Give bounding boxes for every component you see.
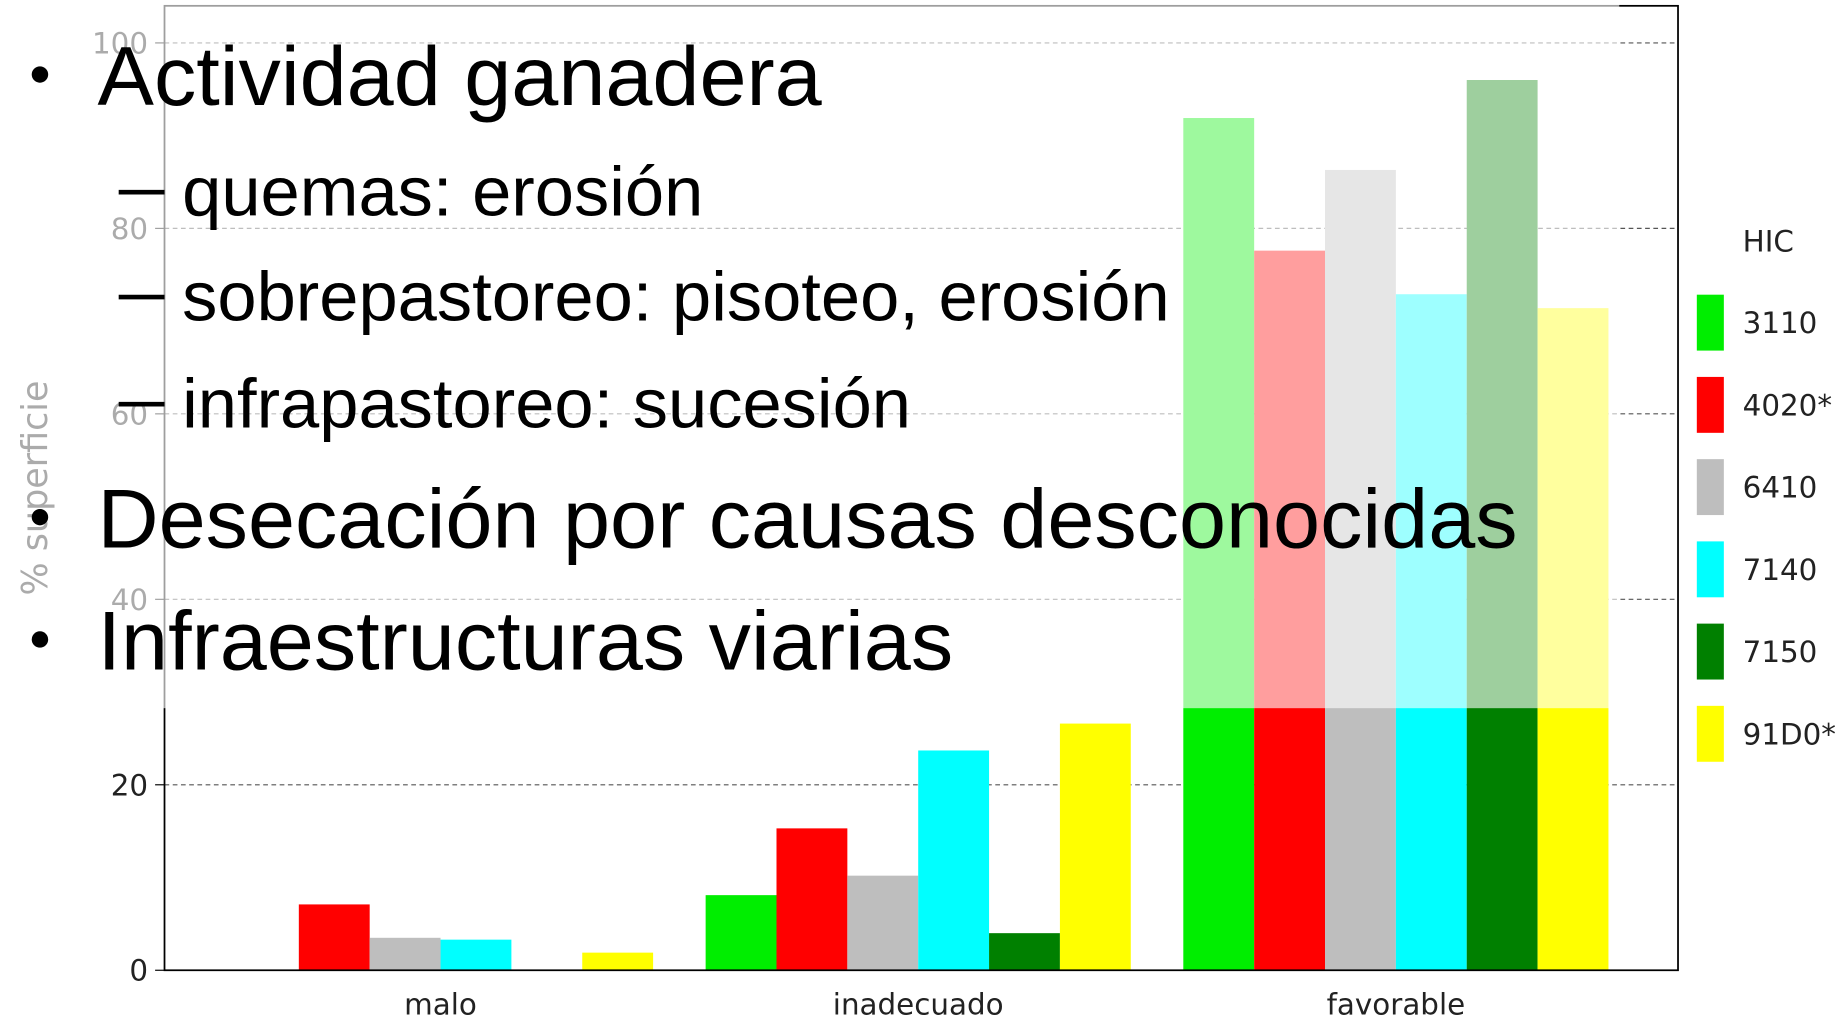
bar <box>776 828 848 971</box>
bullet-dot <box>31 66 49 83</box>
legend-label: 7150 <box>1743 635 1818 669</box>
bullet-list: Actividad ganadera quemas: erosión sobrepa… <box>31 29 1518 688</box>
bullet-text: Desecación por causas desconocidas <box>98 472 1518 566</box>
legend-swatch <box>1696 376 1724 433</box>
legend-label: 3110 <box>1743 306 1818 340</box>
legend-swatch <box>1696 705 1724 762</box>
bar <box>582 952 654 971</box>
sub-bullet-text: sobrepastoreo: pisoteo, erosión <box>182 257 1170 336</box>
bar <box>847 875 919 971</box>
bullet-dot <box>31 631 49 648</box>
bar <box>369 937 441 971</box>
bullet-text: Actividad ganadera <box>98 29 822 123</box>
text-backdrop <box>0 0 1619 708</box>
legend-swatch <box>1696 623 1724 680</box>
sub-bullet-text: infrapastoreo: sucesión <box>182 364 911 443</box>
legend-label: 4020* <box>1743 388 1832 422</box>
x-tick-label: malo <box>404 988 477 1022</box>
legend-label: 6410 <box>1743 471 1818 505</box>
bar <box>918 750 990 971</box>
x-tick-label: favorable <box>1327 988 1466 1022</box>
bar <box>1059 723 1131 971</box>
y-tick-label: 0 <box>129 954 148 988</box>
legend-swatch <box>1696 459 1724 516</box>
legend-title: HIC <box>1743 225 1794 259</box>
bar <box>440 939 512 971</box>
legend-swatch <box>1696 541 1724 598</box>
bullet-dot <box>31 509 49 526</box>
sub-bullet-text: quemas: erosión <box>182 152 703 231</box>
y-tick-label: 20 <box>111 768 148 802</box>
bar <box>705 895 777 971</box>
bar <box>298 904 370 971</box>
bullet-text: Infraestructuras viarias <box>98 594 954 688</box>
x-tick-label: inadecuado <box>833 988 1004 1022</box>
legend-label: 91D0* <box>1743 717 1836 751</box>
bar <box>989 933 1060 971</box>
legend-label: 7140 <box>1743 553 1818 587</box>
legend-swatch <box>1696 294 1724 351</box>
